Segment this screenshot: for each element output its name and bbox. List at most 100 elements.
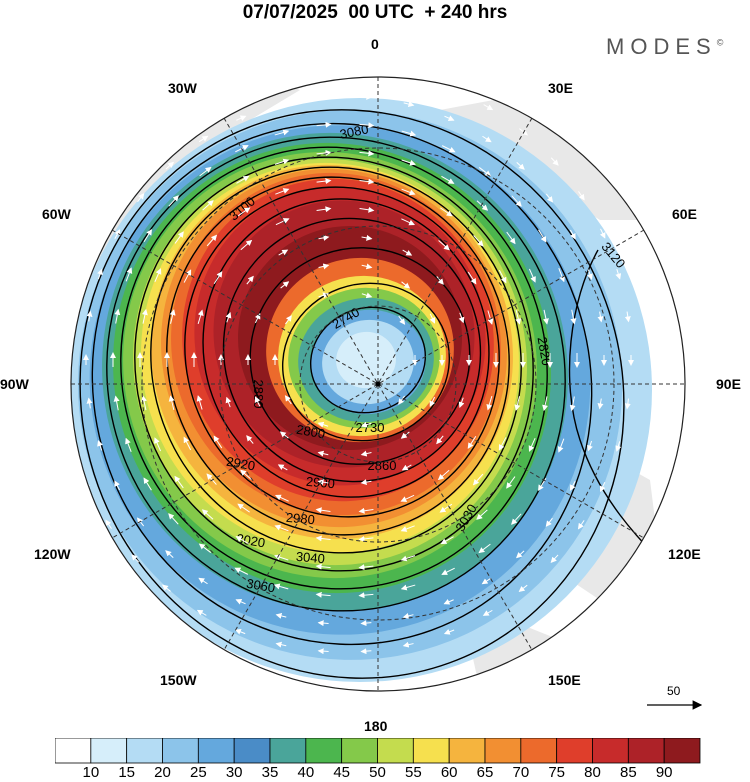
wind-arrow <box>360 421 372 428</box>
wind-arrow <box>398 315 406 325</box>
colorbar-swatch <box>197 738 235 764</box>
wind-arrow <box>169 309 176 324</box>
wind-arrow <box>280 77 288 79</box>
wind-arrow <box>498 269 507 284</box>
wind-arrow <box>402 249 413 256</box>
wind-arrow <box>143 477 152 491</box>
wind-arrow <box>61 312 62 322</box>
wind-arrow <box>400 584 416 591</box>
wind-arrow <box>237 207 251 217</box>
wind-arrow <box>518 584 528 593</box>
wind-arrow <box>183 269 192 283</box>
wind-arrow <box>401 281 411 289</box>
wind-arrow <box>358 507 374 514</box>
wind-arrow <box>441 145 456 153</box>
wind-arrow <box>402 613 414 619</box>
wind-arrow <box>137 193 145 203</box>
wind-arrow <box>441 567 455 575</box>
wind-arrow <box>235 85 247 91</box>
wind-arrow <box>400 525 415 532</box>
wind-arrow <box>275 218 290 226</box>
wind-arrow <box>278 249 289 256</box>
wind-arrow <box>317 648 329 655</box>
wind-arrow <box>206 234 218 247</box>
wind-arrow <box>359 150 375 157</box>
wind-arrow <box>615 441 622 452</box>
wind-arrow <box>516 162 525 170</box>
brand-logo: MODES© <box>606 34 723 60</box>
wind-arrow <box>400 494 415 502</box>
wind-arrow <box>97 440 103 451</box>
wind-arrow <box>360 450 372 457</box>
wind-vectors <box>61 68 634 655</box>
colorbar-swatch <box>341 738 378 764</box>
shading-band <box>336 331 396 389</box>
contour-label: 3080 <box>338 121 369 142</box>
wind-arrow <box>213 435 223 449</box>
wind-arrow <box>587 269 593 280</box>
wind-arrow <box>481 577 492 585</box>
contour-label: 3020 <box>235 531 266 551</box>
wind-arrow <box>624 398 631 410</box>
wind-arrow <box>444 115 455 121</box>
wind-arrow <box>225 311 232 323</box>
wind-arrow <box>443 629 455 635</box>
wind-arrow <box>275 641 287 648</box>
wind-arrow <box>437 469 450 481</box>
height-contour <box>150 166 522 554</box>
colorbar-label: 25 <box>189 764 207 781</box>
colorbar-label: 45 <box>333 764 350 781</box>
wind-arrow <box>436 276 444 285</box>
wind-arrow <box>285 315 292 325</box>
wind-arrow <box>569 481 576 491</box>
wind-arrow <box>154 268 162 282</box>
colorbar-label: 80 <box>584 764 601 781</box>
wind-arrow <box>577 520 585 530</box>
wind-arrow <box>358 564 374 571</box>
colorbar-label: 35 <box>261 764 279 781</box>
colorbar-swatch <box>448 738 486 764</box>
wind-arrow <box>570 309 577 325</box>
wind-arrow <box>506 231 516 245</box>
contour-label: 2820 <box>535 336 555 367</box>
colorbar-swatch <box>55 738 92 764</box>
wind-arrow <box>240 469 252 480</box>
colorbar-label: 65 <box>476 764 494 781</box>
wind-arrow <box>361 68 371 69</box>
wind-arrow <box>154 437 162 452</box>
wind-arrow <box>587 440 593 452</box>
wind-arrow <box>316 121 332 128</box>
colorbar-label: 15 <box>118 764 135 781</box>
height-contour <box>166 176 510 536</box>
wind-arrow <box>174 231 184 244</box>
wind-arrow <box>398 395 405 405</box>
wind-arrow <box>165 550 174 558</box>
wind-arrow <box>440 207 453 217</box>
wind-arrow <box>316 206 332 213</box>
wind-arrow <box>131 554 140 563</box>
height-contour-3120 <box>568 249 661 561</box>
wind-arrow <box>569 229 576 240</box>
wind-arrow <box>317 620 329 627</box>
wind-arrow <box>274 494 289 502</box>
lon-label-30e: 30E <box>548 80 573 96</box>
wind-arrow <box>113 395 120 411</box>
colorbar-swatch <box>412 738 450 764</box>
wind-arrow <box>246 275 254 285</box>
wind-arrow <box>316 178 332 185</box>
wind-arrow <box>478 543 491 554</box>
wind-arrow <box>359 206 375 213</box>
lon-label-90w: 90W <box>0 376 29 392</box>
colorbar-label: 75 <box>548 764 565 781</box>
wind-arrow <box>440 536 454 545</box>
colorbar-label: 20 <box>154 764 171 781</box>
wind-arrow <box>276 101 288 107</box>
colorbar-swatch <box>663 738 701 764</box>
wind-arrow <box>483 104 494 111</box>
wind-arrow <box>359 122 375 129</box>
wind-arrow <box>114 308 121 324</box>
reference-vector-label: 50 <box>667 684 681 698</box>
map-boundary <box>70 76 686 692</box>
wind-arrow <box>114 229 121 239</box>
wind-arrow <box>183 436 192 451</box>
